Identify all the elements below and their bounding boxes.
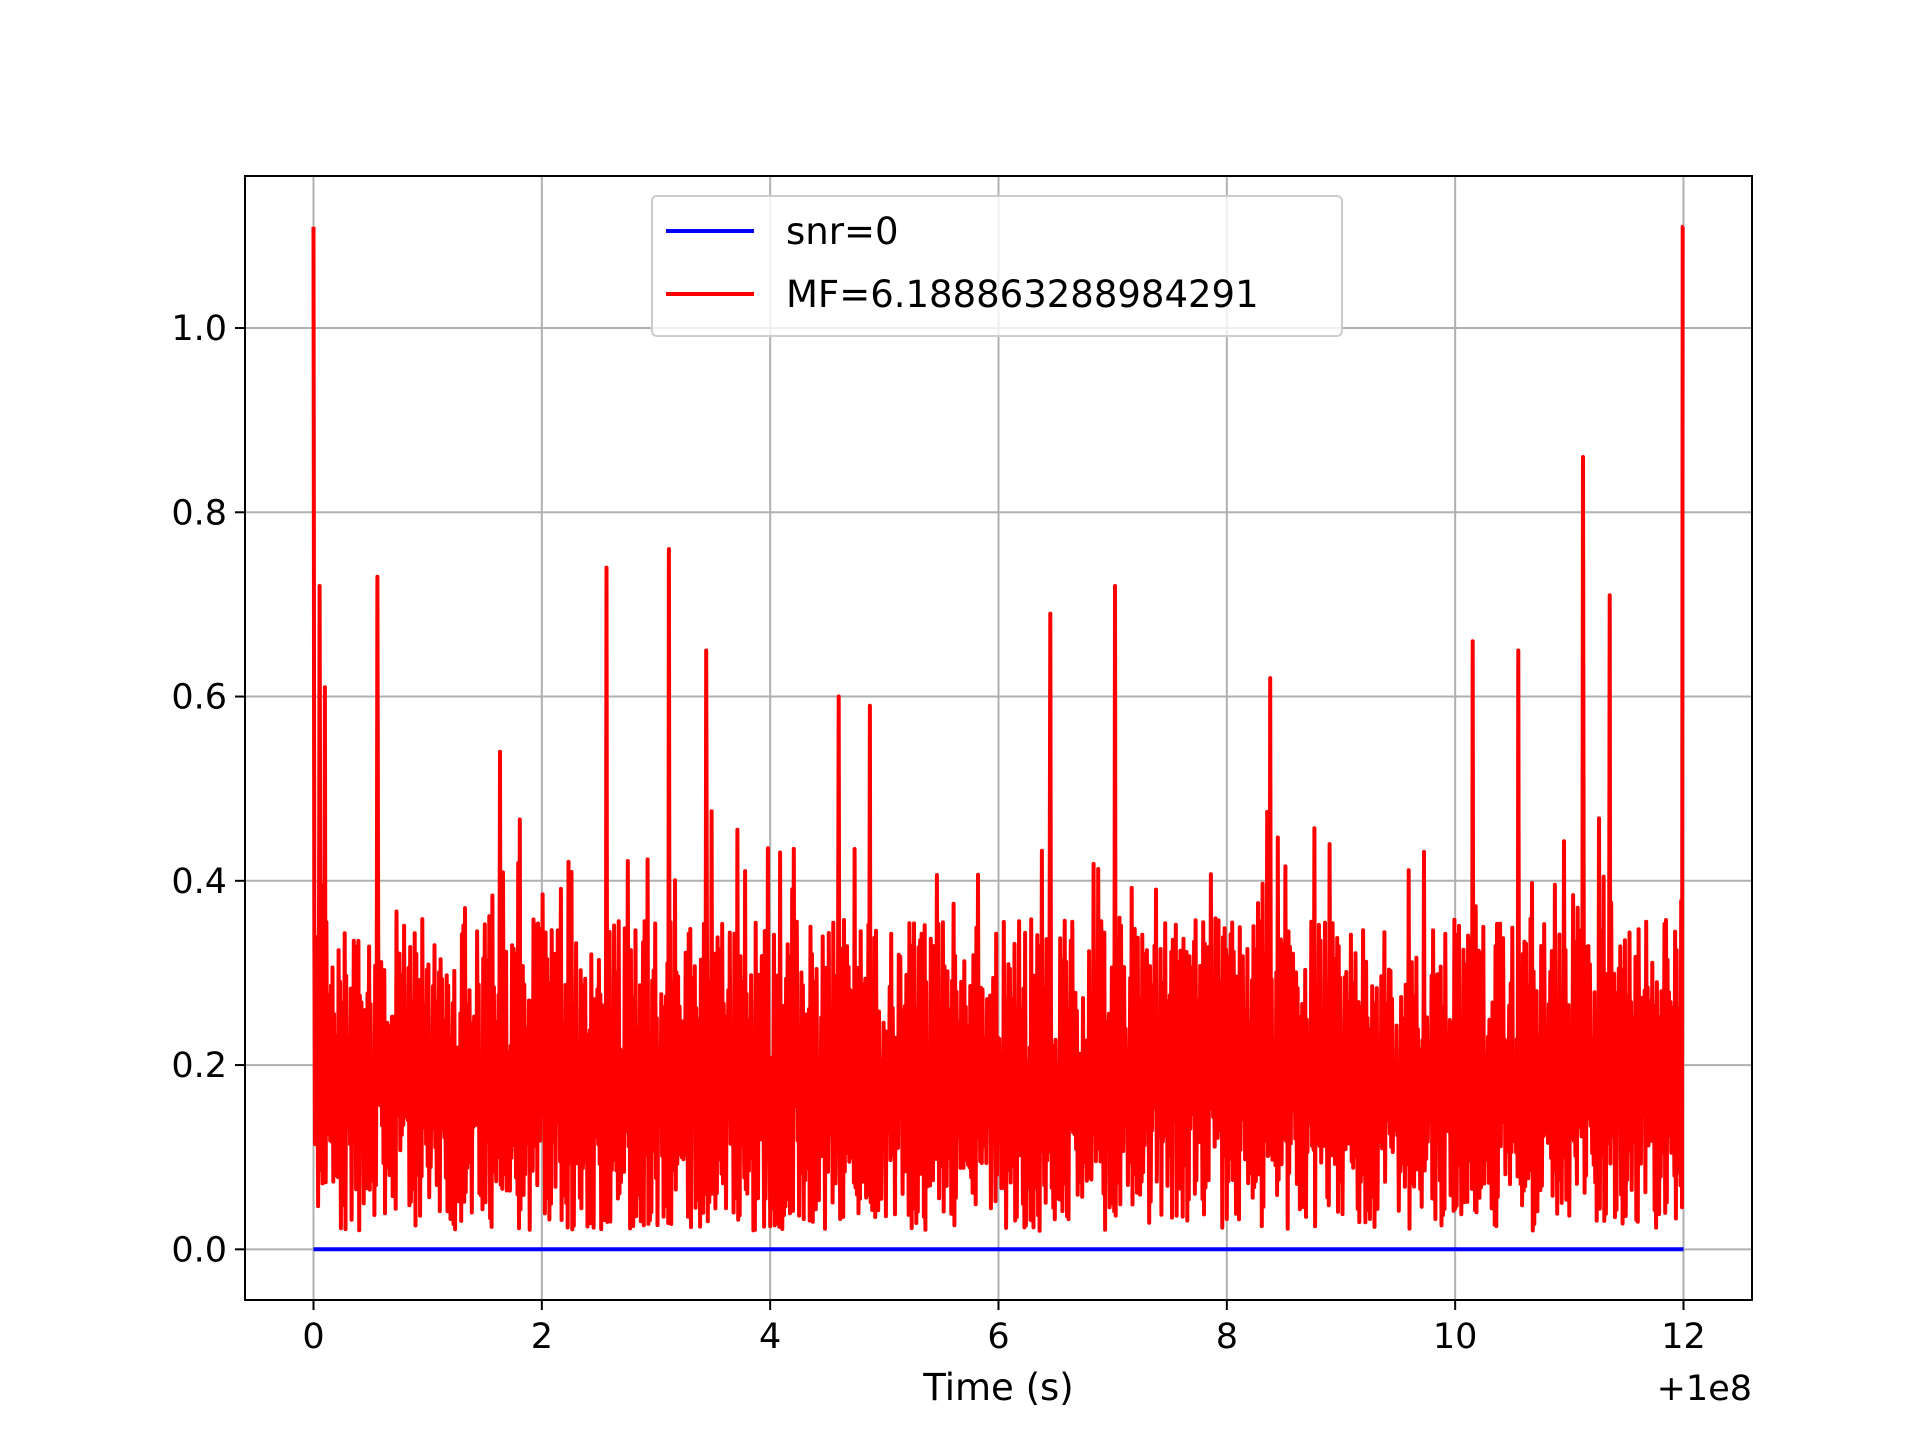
y-tick-label: 0.0	[171, 1230, 227, 1270]
plot-frame	[244, 175, 1753, 1301]
x-tick-label: 6	[987, 1317, 1009, 1357]
x-axis-label: Time (s)	[922, 1366, 1073, 1409]
x-axis-ticks: 0 2 4 6 8 10 12	[302, 1300, 1706, 1357]
y-axis-ticks: 0.0 0.2 0.4 0.6 0.8 1.0	[171, 309, 245, 1270]
x-axis-offset-label: +1e8	[1657, 1369, 1752, 1409]
x-tick-label: 12	[1661, 1317, 1706, 1357]
y-tick-label: 0.4	[171, 862, 227, 902]
legend: snr=0 MF=6.188863288984291	[651, 195, 1343, 337]
legend-label-snr: snr=0	[786, 210, 898, 253]
y-tick-label: 0.6	[171, 678, 227, 718]
legend-frame	[651, 195, 1343, 337]
legend-label-mf: MF=6.188863288984291	[786, 273, 1259, 316]
x-tick-label: 10	[1433, 1317, 1478, 1357]
x-tick-label: 4	[759, 1317, 781, 1357]
y-tick-label: 0.8	[171, 493, 227, 533]
series-lines	[311, 224, 1685, 1252]
x-tick-label: 2	[531, 1317, 553, 1357]
x-tick-label: 0	[302, 1317, 324, 1357]
y-tick-label: 1.0	[171, 309, 227, 349]
series-line-mf	[311, 224, 1685, 1233]
y-tick-label: 0.2	[171, 1046, 227, 1086]
x-tick-label: 8	[1216, 1317, 1238, 1357]
